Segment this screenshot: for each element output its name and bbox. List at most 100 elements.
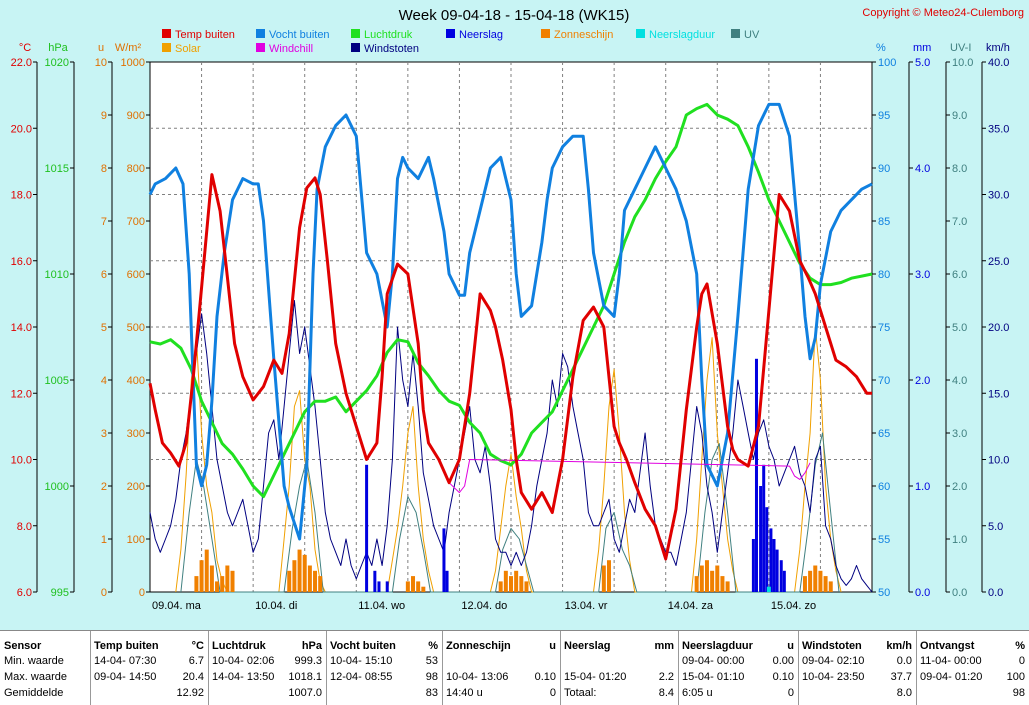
bar-zonneschijn-8 bbox=[287, 570, 292, 592]
axis-tick-label-uv-9: 9.0 bbox=[952, 110, 967, 122]
bar-zonneschijn-20 bbox=[503, 570, 508, 592]
axis-tick-label-temp-1: 8.0 bbox=[17, 521, 32, 533]
stats-cell-value: 0.10 bbox=[772, 671, 794, 683]
stats-separator bbox=[442, 631, 443, 705]
stats-header: Sensor bbox=[4, 640, 86, 652]
axes: °C6.08.010.012.014.016.018.020.022.0hPa9… bbox=[11, 42, 1010, 599]
axis-tick-label-wind-4: 20.0 bbox=[988, 322, 1009, 334]
axis-tick-label-humidity-8: 90 bbox=[878, 163, 890, 175]
stats-cell-value: 0 bbox=[1018, 655, 1025, 667]
stats-row: 6:05 u 0 bbox=[682, 687, 794, 702]
legend-swatch-7 bbox=[162, 43, 171, 52]
stats-cell-value: 1007.0 bbox=[288, 687, 322, 699]
axis-unit-sun: u bbox=[98, 42, 104, 54]
stats-cell-value: 999.3 bbox=[294, 655, 322, 667]
stats-column-1: Temp buiten °C 14-04- 07:30 6.7 09-04- 14:50… bbox=[90, 631, 208, 705]
axis-tick-label-solar-7: 700 bbox=[127, 216, 145, 228]
axis-tick-label-uv-10: 10.0 bbox=[952, 57, 973, 69]
x-tick-label-6: 15.04. zo bbox=[771, 600, 816, 612]
bar-neerslag-2 bbox=[377, 581, 381, 592]
axis-tick-label-uv-5: 5.0 bbox=[952, 322, 967, 334]
axis-tick-label-pressure-0: 995 bbox=[51, 587, 69, 599]
stats-row bbox=[446, 655, 556, 670]
stats-header-unit: u bbox=[549, 640, 556, 652]
bar-zonneschijn-2 bbox=[204, 549, 209, 592]
copyright: Copyright © Meteo24-Culemborg bbox=[862, 7, 1024, 19]
legend: Temp buiten Vocht buiten Luchtdruk Neerslag… bbox=[162, 29, 760, 55]
axis-tick-label-rain-0: 0.0 bbox=[915, 587, 930, 599]
stats-column-7: Windstoten km/h 09-04- 02:10 0.0 10-04- 23:5… bbox=[798, 631, 916, 705]
bar-neerslag-13 bbox=[775, 549, 779, 592]
stats-header-label: Ontvangst bbox=[920, 640, 975, 652]
stats-column-2: Luchtdruk hPa 10-04- 02:06 999.3 14-04- 13:5… bbox=[208, 631, 326, 705]
bar-zonneschijn-29 bbox=[704, 560, 709, 592]
stats-cell-value: 20.4 bbox=[182, 671, 204, 683]
bar-neerslag-10 bbox=[765, 507, 769, 592]
axis-unit-rain: mm bbox=[913, 42, 931, 54]
stats-header-unit: % bbox=[428, 640, 438, 652]
axis-tick-label-pressure-2: 1005 bbox=[45, 375, 69, 387]
stats-row: 09-04- 02:10 0.0 bbox=[802, 655, 912, 670]
stats-row: 10-04- 13:06 0.10 bbox=[446, 671, 556, 686]
stats-cell-label: 09-04- 01:20 bbox=[920, 671, 983, 683]
bar-zonneschijn-27 bbox=[694, 576, 699, 592]
axis-tick-label-solar-8: 800 bbox=[127, 163, 145, 175]
stats-header: Windstoten km/h bbox=[802, 640, 912, 652]
stats-row: Totaal: 8.4 bbox=[564, 687, 674, 702]
series-line-luchtdruk bbox=[149, 102, 873, 499]
axis-tick-label-temp-4: 14.0 bbox=[11, 322, 32, 334]
axis-tick-label-solar-5: 500 bbox=[127, 322, 145, 334]
axis-tick-label-pressure-4: 1015 bbox=[45, 163, 69, 175]
stats-cell-value: 100 bbox=[1006, 671, 1025, 683]
series-line-temp-buiten bbox=[148, 173, 872, 561]
axis-tick-label-sun-0: 0 bbox=[101, 587, 107, 599]
axis-tick-label-temp-2: 10.0 bbox=[11, 455, 32, 467]
axis-tick-label-temp-5: 16.0 bbox=[11, 256, 32, 268]
bar-zonneschijn-11 bbox=[302, 554, 307, 592]
stats-cell-label: 09-04- 14:50 bbox=[94, 671, 157, 683]
axis-tick-label-wind-6: 30.0 bbox=[988, 190, 1009, 202]
axis-unit-uv: UV-I bbox=[950, 42, 971, 54]
stats-header-label: Neerslag bbox=[564, 640, 611, 652]
stats-column-8: Ontvangst% 11-04- 00:00 0 09-04- 01:20 100 98 bbox=[916, 631, 1029, 705]
stats-cell-value: 2.2 bbox=[658, 671, 674, 683]
stats-separator bbox=[208, 631, 209, 705]
stats-cell-label: Totaal: bbox=[564, 687, 597, 699]
stats-separator bbox=[916, 631, 917, 705]
axis-tick-label-uv-2: 2.0 bbox=[952, 481, 967, 493]
legend-swatch-1 bbox=[256, 29, 265, 38]
x-tick-label-1: 10.04. di bbox=[255, 600, 297, 612]
axis-tick-label-temp-3: 12.0 bbox=[11, 388, 32, 400]
bar-zonneschijn-39 bbox=[828, 581, 833, 592]
bar-neerslag-3 bbox=[385, 581, 389, 592]
stats-header-label: Temp buiten bbox=[94, 640, 159, 652]
bar-zonneschijn-16 bbox=[411, 576, 416, 592]
axis-tick-label-solar-3: 300 bbox=[127, 428, 145, 440]
axis-unit-humidity: % bbox=[876, 42, 886, 54]
stats-column-4: Zonneschijn u 10-04- 13:06 0.10 14:40 u 0 bbox=[442, 631, 560, 705]
bar-neerslag-1 bbox=[373, 570, 377, 592]
stats-header: Zonneschijn u bbox=[446, 640, 556, 652]
bar-neerslag-5 bbox=[445, 570, 449, 592]
stats-cell-label: Gemiddelde bbox=[4, 687, 64, 699]
legend-label-1: Vocht buiten bbox=[269, 29, 330, 41]
bar-neerslag-0 bbox=[365, 464, 369, 592]
stats-row: 10-04- 15:10 53 bbox=[330, 655, 438, 670]
stats-header-label: Sensor bbox=[4, 640, 42, 652]
bar-zonneschijn-32 bbox=[720, 576, 725, 592]
stats-header: Neerslagduur u bbox=[682, 640, 794, 652]
axis-tick-label-humidity-6: 80 bbox=[878, 269, 890, 281]
stats-row: 15-04- 01:20 2.2 bbox=[564, 671, 674, 686]
axis-tick-label-wind-3: 15.0 bbox=[988, 388, 1009, 400]
stats-row: 09-04- 14:50 20.4 bbox=[94, 671, 204, 686]
axis-tick-label-pressure-1: 1000 bbox=[45, 481, 69, 493]
stats-cell-value: 8.4 bbox=[658, 687, 674, 699]
stats-cell-label: 10-04- 02:06 bbox=[212, 655, 275, 667]
stats-header: Neerslag mm bbox=[564, 640, 674, 652]
stats-cell-value: 0.10 bbox=[534, 671, 556, 683]
axis-tick-label-wind-5: 25.0 bbox=[988, 256, 1009, 268]
axis-tick-label-sun-9: 9 bbox=[101, 110, 107, 122]
stats-cell-label: 14-04- 07:30 bbox=[94, 655, 157, 667]
legend-swatch-5 bbox=[636, 29, 645, 38]
axis-tick-label-humidity-7: 85 bbox=[878, 216, 890, 228]
